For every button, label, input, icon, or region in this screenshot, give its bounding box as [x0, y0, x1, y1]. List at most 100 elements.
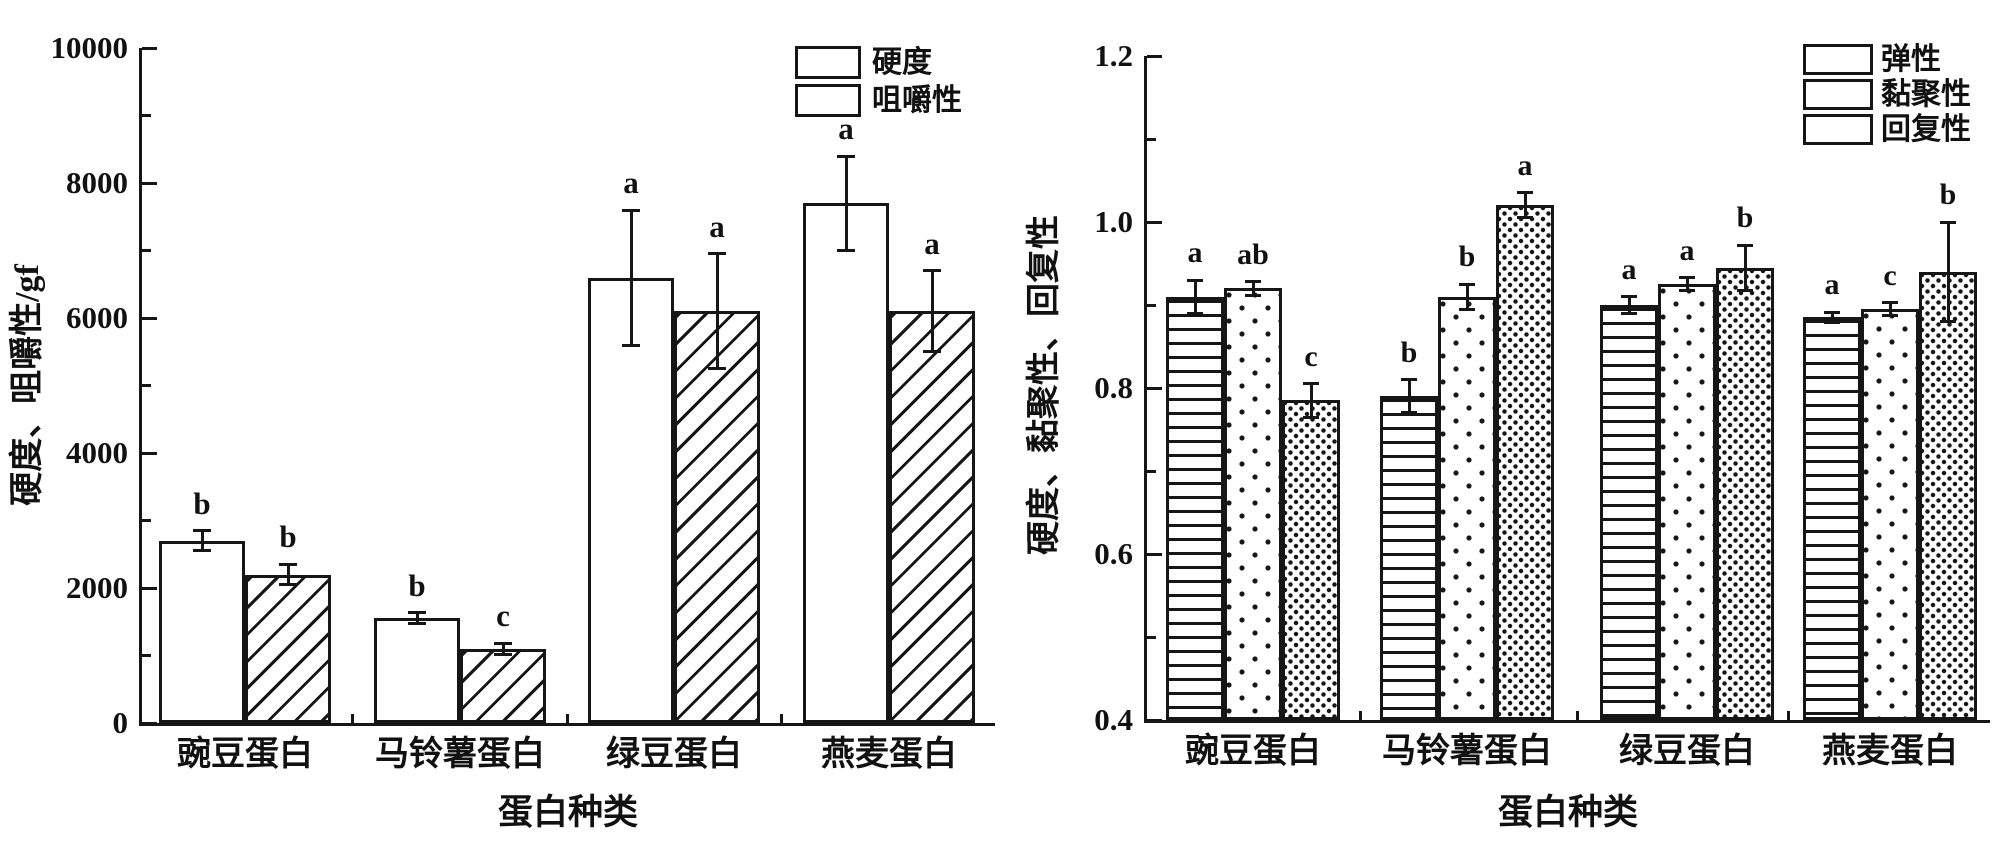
error-cap-top	[1187, 278, 1203, 282]
error-bar-springiness-oat-protein	[1830, 312, 1834, 323]
error-bar-resilience-pea-protein	[1309, 383, 1313, 418]
category-label-potato-protein: 马铃薯蛋白	[1382, 733, 1552, 770]
error-bar-hardness-pea-protein	[200, 530, 204, 551]
x-tick	[1575, 711, 1579, 720]
category-label-mung-bean-protein: 绿豆蛋白	[606, 736, 742, 773]
x-axis	[1144, 720, 1990, 723]
legend-label-springiness: 弹性	[1881, 42, 1941, 76]
category-label-pea-protein: 豌豆蛋白	[177, 736, 313, 773]
y-tick-label: 0.4	[1094, 702, 1133, 737]
y-minor-tick	[1147, 469, 1156, 473]
error-bar-springiness-mung-bean-protein	[1627, 296, 1631, 314]
bar-springiness-potato-protein	[1380, 396, 1438, 720]
y-minor-tick	[1147, 635, 1156, 639]
y-tick	[1147, 220, 1162, 224]
error-cap-top	[1245, 280, 1261, 284]
error-bar-chewiness-oat-protein	[930, 270, 934, 352]
error-bar-hardness-potato-protein	[415, 612, 419, 624]
y-tick	[142, 316, 157, 320]
error-cap-top	[1882, 301, 1898, 304]
legend-swatch-hardness	[795, 46, 861, 79]
y-tick-label: 1.0	[1094, 204, 1133, 239]
error-cap-top	[1940, 220, 1956, 224]
bar-cohesiveness-oat-protein	[1861, 309, 1919, 720]
sig-letter-hardness-mung-bean-protein: a	[623, 165, 639, 200]
error-cap-bottom	[1882, 314, 1898, 318]
category-label-potato-protein: 马铃薯蛋白	[375, 736, 545, 773]
y-tick-label: 8000	[66, 165, 128, 200]
category-label-pea-protein: 豌豆蛋白	[1185, 733, 1321, 770]
bar-cohesiveness-mung-bean-protein	[1658, 284, 1716, 720]
legend-label-hardness: 硬度	[872, 45, 932, 79]
error-bar-cohesiveness-oat-protein	[1888, 302, 1892, 316]
y-minor-tick	[1147, 303, 1156, 307]
y-tick	[142, 451, 157, 455]
y-tick-label: 2000	[66, 570, 128, 605]
error-cap-bottom	[1824, 320, 1840, 324]
y-tick-label: 6000	[66, 300, 128, 335]
bar-springiness-oat-protein	[1803, 317, 1861, 720]
y-tick-label: 0.6	[1094, 536, 1133, 571]
y-minor-tick	[142, 654, 151, 657]
error-cap-bottom	[193, 549, 211, 553]
sig-letter-resilience-potato-protein: a	[1517, 148, 1533, 182]
sig-letter-cohesiveness-oat-protein: c	[1883, 258, 1897, 292]
x-tick	[351, 714, 354, 723]
error-cap-top	[837, 154, 855, 158]
bar-resilience-pea-protein	[1282, 400, 1340, 720]
bar-chewiness-oat-protein	[889, 311, 975, 723]
error-cap-bottom	[1940, 320, 1956, 324]
sig-letter-resilience-mung-bean-protein: b	[1736, 201, 1754, 235]
error-cap-bottom	[1679, 289, 1695, 293]
error-bar-resilience-oat-protein	[1946, 222, 1950, 322]
y-tick-label: 10000	[50, 30, 129, 65]
y-tick	[1147, 54, 1162, 58]
y-minor-tick	[142, 249, 151, 252]
error-bar-resilience-mung-bean-protein	[1743, 245, 1747, 291]
error-cap-bottom	[1737, 288, 1753, 292]
y-tick	[142, 586, 157, 590]
y-tick	[1147, 386, 1162, 390]
right-x-axis-title: 蛋白种类	[1497, 793, 1638, 832]
error-cap-top	[494, 641, 512, 645]
legend-swatch-resilience	[1803, 114, 1873, 145]
y-tick-label: 4000	[66, 435, 128, 470]
error-cap-top	[1679, 276, 1695, 280]
error-cap-bottom	[923, 350, 941, 354]
error-bar-cohesiveness-potato-protein	[1465, 284, 1469, 310]
error-cap-top	[622, 208, 640, 212]
y-tick-label: 0	[112, 705, 129, 740]
error-cap-top	[193, 529, 211, 533]
error-cap-bottom	[622, 343, 640, 347]
bar-hardness-potato-protein	[374, 618, 460, 723]
x-tick	[780, 714, 783, 723]
sig-letter-resilience-oat-protein: b	[1939, 178, 1957, 211]
error-bar-chewiness-pea-protein	[286, 564, 290, 585]
error-cap-top	[1517, 191, 1533, 195]
error-cap-bottom	[279, 583, 297, 587]
error-bar-resilience-potato-protein	[1523, 192, 1527, 218]
y-tick	[142, 721, 157, 725]
bar-springiness-pea-protein	[1166, 296, 1224, 720]
error-cap-bottom	[1303, 415, 1319, 419]
y-minor-tick	[142, 114, 151, 117]
error-cap-top	[408, 611, 426, 615]
bar-chewiness-potato-protein	[460, 648, 546, 723]
sig-letter-springiness-oat-protein: a	[1824, 268, 1840, 302]
sig-letter-hardness-oat-protein: a	[838, 111, 854, 146]
error-cap-top	[1459, 282, 1475, 286]
y-axis	[139, 48, 142, 726]
error-cap-top	[1824, 310, 1840, 314]
bar-resilience-potato-protein	[1496, 205, 1554, 720]
y-minor-tick	[1147, 137, 1156, 141]
error-cap-top	[923, 269, 941, 273]
sig-letter-hardness-potato-protein: b	[408, 567, 426, 603]
legend-swatch-springiness	[1803, 44, 1873, 75]
y-minor-tick	[142, 519, 151, 522]
bar-chewiness-pea-protein	[245, 574, 331, 723]
bar-resilience-mung-bean-protein	[1716, 267, 1774, 720]
error-bar-hardness-mung-bean-protein	[629, 210, 633, 345]
error-bar-springiness-pea-protein	[1193, 280, 1197, 314]
legend-swatch-cohesiveness	[1803, 79, 1873, 110]
